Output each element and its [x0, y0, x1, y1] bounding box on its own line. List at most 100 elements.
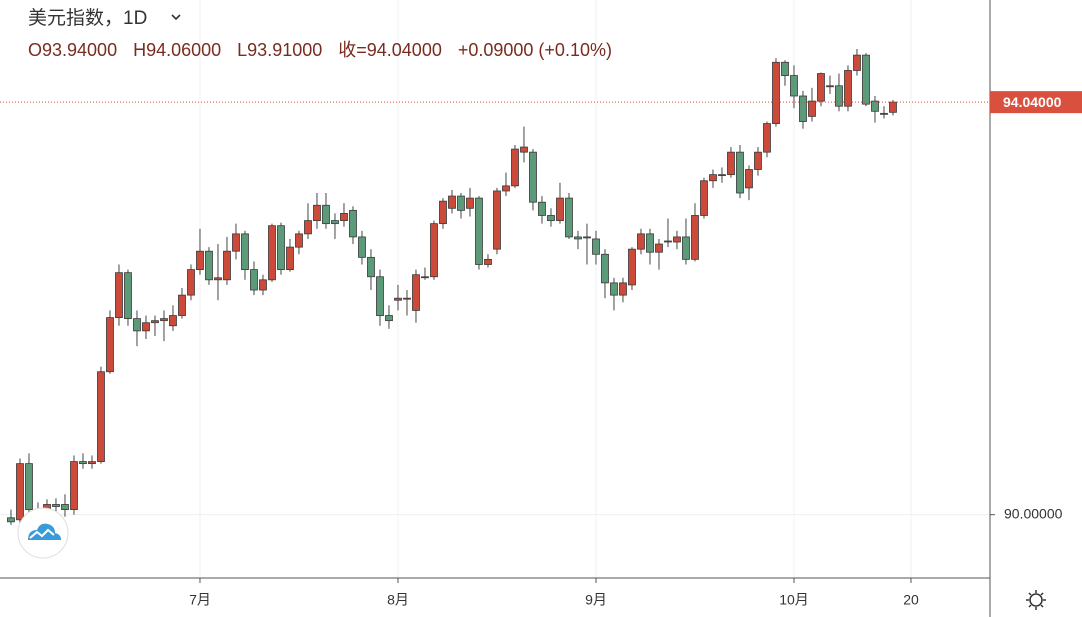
candle-body [457, 195, 465, 211]
y-tick-label: 90.00000 [1004, 505, 1063, 521]
x-tick-label: 7月 [189, 592, 211, 608]
candle-body [763, 123, 771, 153]
candle-body [439, 200, 447, 225]
candle-body [70, 461, 78, 510]
candle-body [493, 190, 501, 250]
candle-body [106, 317, 114, 373]
candle-body [169, 315, 177, 327]
candle-body [871, 100, 879, 112]
candle-body [718, 174, 726, 177]
candle-body [484, 258, 492, 265]
candle-body [511, 148, 519, 187]
candle-body [817, 73, 825, 102]
candle-body [313, 204, 321, 221]
candle-body [304, 220, 312, 235]
candle-body [772, 61, 780, 124]
ohlc-value: O93.94000 [28, 40, 117, 60]
ohlc-value: L93.91000 [237, 40, 322, 60]
candle-body [412, 274, 420, 311]
candle-body [466, 197, 474, 209]
title-chevron[interactable] [171, 14, 181, 21]
x-tick-label: 8月 [387, 592, 409, 608]
candle-body [241, 233, 249, 270]
candle-body [736, 151, 744, 194]
candle-body [178, 294, 186, 316]
candle-body [160, 318, 168, 322]
candle-body [880, 112, 888, 115]
axes: 7月 8月 9月 10月 20 90.00000 94.04000 [0, 91, 1082, 608]
candle-body [268, 225, 276, 281]
candle-body [565, 197, 573, 238]
candle-body [286, 246, 294, 270]
last-price-label: 94.04000 [1003, 94, 1062, 110]
ohlc-value: H94.06000 [133, 40, 221, 60]
candle-body [448, 195, 456, 209]
logo[interactable] [17, 507, 69, 559]
candle-body [691, 215, 699, 260]
candle-body [889, 101, 897, 113]
candle-body [232, 233, 240, 252]
candle-body [862, 54, 870, 105]
candle-body [142, 322, 150, 332]
candle-body [799, 95, 807, 122]
candle-body [646, 233, 654, 253]
ohlc-header: O93.94000 H94.06000 L93.91000 收=94.04000 +0.… [28, 40, 612, 60]
candle-body [547, 215, 555, 221]
candle-body [367, 256, 375, 278]
candle-body [592, 238, 600, 255]
candle-body [25, 463, 33, 510]
candle-body [259, 279, 267, 291]
candle-body [115, 272, 123, 318]
candle-body [574, 236, 582, 240]
candle-body [277, 225, 285, 270]
ohlc-value: 收=94.04000 [338, 40, 442, 60]
candle-body [403, 297, 411, 300]
candle-body [196, 250, 204, 270]
candle-body [754, 151, 762, 170]
candle-body [223, 250, 231, 281]
candle-body [538, 201, 546, 216]
candle-body [475, 197, 483, 265]
candle-body [790, 75, 798, 97]
candle-body [628, 248, 636, 286]
candle-body [133, 318, 141, 332]
candle-body [502, 185, 510, 192]
candle-body [682, 236, 690, 260]
settings-icon[interactable] [1026, 590, 1046, 610]
candle-body [601, 253, 609, 284]
candle-body [430, 223, 438, 278]
candle-body [151, 320, 159, 324]
candle-body [340, 213, 348, 221]
candle-body [394, 297, 402, 301]
candle-body [88, 461, 96, 465]
candle-body [61, 504, 69, 510]
x-tick-label: 9月 [585, 592, 607, 608]
candle-body [376, 276, 384, 316]
candle-body [214, 277, 222, 281]
candle-body [727, 151, 735, 176]
candle-body [853, 54, 861, 71]
x-tick-label: 20 [903, 592, 919, 608]
candle-body [808, 100, 816, 117]
last-price-badge [990, 91, 1082, 114]
candle-body [322, 204, 330, 225]
candle-body [205, 250, 213, 281]
candle-body [349, 209, 357, 238]
candle-body [709, 174, 717, 182]
ohlc-value: +0.09000 (+0.10%) [458, 40, 612, 60]
candle-body [421, 276, 429, 279]
candle-body [610, 282, 618, 296]
candle-body [97, 371, 105, 462]
chart-title: 美元指数，1D [28, 7, 147, 29]
candle-body [124, 272, 132, 320]
candle-body [79, 461, 87, 465]
candle-body [16, 463, 24, 521]
candle-body [52, 504, 60, 507]
candle-body [187, 269, 195, 296]
candle-body [7, 517, 15, 523]
candle-body [556, 197, 564, 221]
candle-body [664, 240, 672, 243]
candle-body [529, 151, 537, 203]
